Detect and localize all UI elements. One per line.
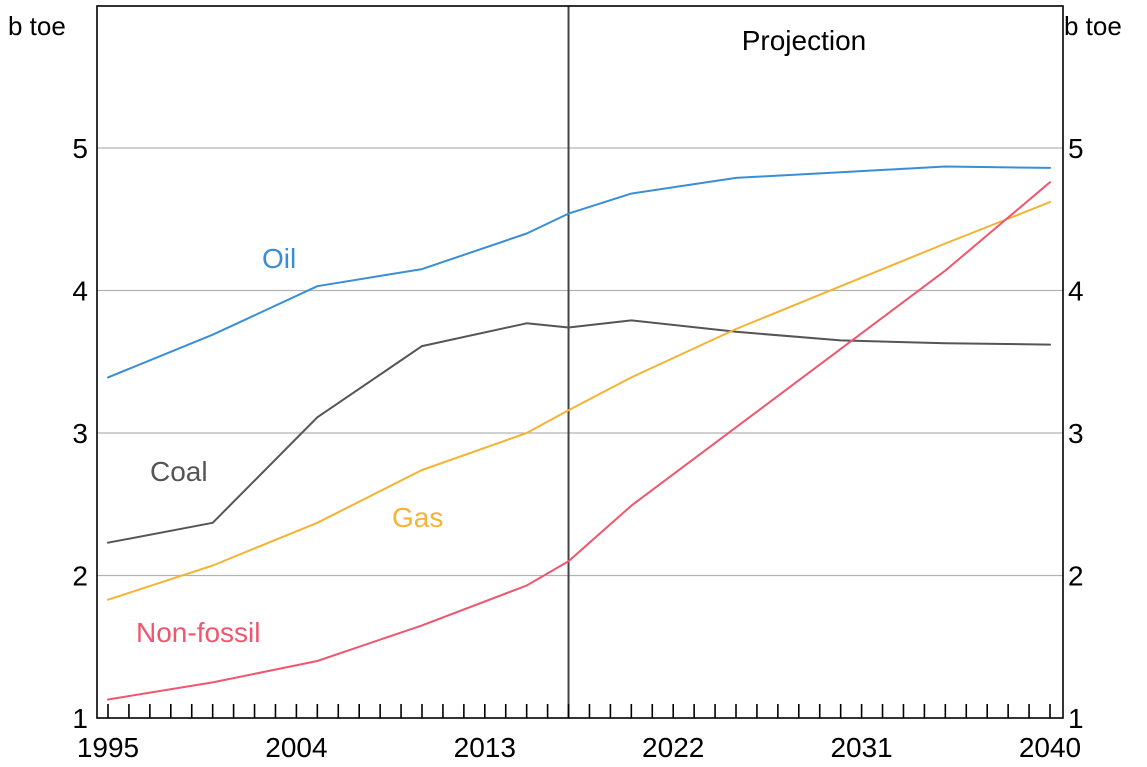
y-tick-label-left-3: 3 <box>72 418 88 449</box>
y-tick-label-right-4: 4 <box>1068 276 1084 307</box>
y-tick-label-right-2: 2 <box>1068 561 1084 592</box>
plot-frame <box>96 5 1064 719</box>
series-line-oil <box>107 165 1051 379</box>
y-tick-label-right-5: 5 <box>1068 133 1084 164</box>
series-label-oil: Oil <box>262 243 296 274</box>
y-tick-label-left-5: 5 <box>72 133 88 164</box>
x-tick-label-2004: 2004 <box>265 732 327 763</box>
x-tick-label-2031: 2031 <box>830 732 892 763</box>
series-label-non-fossil: Non-fossil <box>136 617 260 648</box>
y-unit-left: b toe <box>8 11 66 41</box>
series-lines <box>107 165 1051 701</box>
y-unit-right: b toe <box>1064 11 1122 41</box>
series-label-gas: Gas <box>392 502 443 533</box>
series-line-gas <box>107 201 1051 601</box>
x-tick-label-2022: 2022 <box>642 732 704 763</box>
series-line-coal <box>107 319 1051 544</box>
series-line-non-fossil <box>107 181 1051 701</box>
series-label-coal: Coal <box>150 456 208 487</box>
gridlines <box>97 147 1063 577</box>
projection-annotation: Projection <box>742 25 867 56</box>
y-tick-label-right-3: 3 <box>1068 418 1084 449</box>
x-tick-label-1995: 1995 <box>77 732 139 763</box>
y-tick-label-left-1: 1 <box>72 703 88 734</box>
y-tick-label-left-2: 2 <box>72 561 88 592</box>
y-tick-label-left-4: 4 <box>72 276 88 307</box>
x-tick-label-2040: 2040 <box>1019 732 1081 763</box>
x-minor-ticks <box>107 704 1051 718</box>
y-tick-label-right-1: 1 <box>1068 703 1084 734</box>
x-tick-label-2013: 2013 <box>454 732 516 763</box>
